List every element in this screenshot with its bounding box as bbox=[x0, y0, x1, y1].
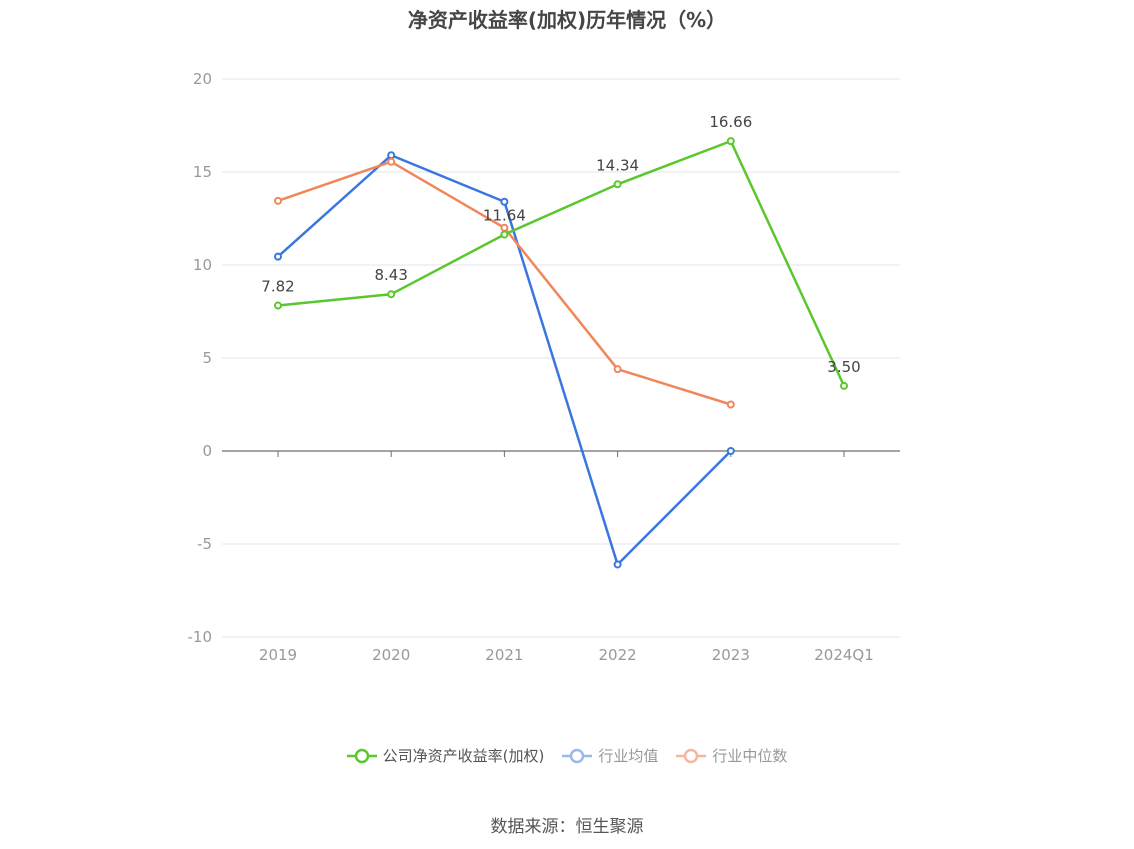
data-source: 数据来源：恒生聚源 bbox=[490, 817, 644, 837]
y-tick-label: 10 bbox=[193, 256, 212, 274]
data-label: 11.64 bbox=[483, 206, 526, 224]
data-point bbox=[726, 400, 735, 409]
data-point bbox=[500, 230, 509, 239]
data-label: 7.82 bbox=[261, 278, 294, 296]
x-tick-label: 2024Q1 bbox=[814, 646, 874, 664]
data-label: 16.66 bbox=[709, 113, 752, 131]
data-point bbox=[387, 151, 396, 160]
y-tick-label: -5 bbox=[197, 535, 212, 553]
legend-item-industry-mean[interactable]: 行业均值 bbox=[562, 745, 658, 766]
axes: 20 15 10 5 0 -5 -10 2019 2020 2021 2022 2023 2024Q1 bbox=[188, 70, 900, 664]
data-point bbox=[613, 560, 622, 569]
series-lines bbox=[274, 137, 848, 569]
legend-label-company: 公司净资产收益率(加权) bbox=[382, 747, 545, 765]
legend-label-industry-median: 行业中位数 bbox=[712, 747, 788, 765]
chart-title: 净资产收益率(加权)历年情况（%） bbox=[407, 8, 727, 32]
y-tick-label: 15 bbox=[193, 163, 212, 181]
data-label: 3.50 bbox=[827, 358, 860, 376]
data-point bbox=[500, 223, 509, 232]
legend: 公司净资产收益率(加权) 行业均值 行业中位数 bbox=[0, 745, 1134, 766]
legend-industry-mean-icon bbox=[562, 748, 593, 763]
data-point bbox=[387, 290, 396, 299]
legend-company-icon bbox=[346, 748, 377, 763]
x-tick-label: 2020 bbox=[372, 646, 410, 664]
legend-label-industry-mean: 行业均值 bbox=[598, 747, 659, 765]
data-point bbox=[387, 157, 396, 166]
y-tick-label: 0 bbox=[202, 442, 212, 460]
legend-item-industry-median[interactable]: 行业中位数 bbox=[676, 745, 787, 766]
legend-industry-median-icon bbox=[676, 748, 707, 763]
data-point bbox=[274, 301, 282, 310]
series-line bbox=[277, 139, 846, 387]
data-point bbox=[613, 365, 622, 374]
x-tick-label: 2023 bbox=[712, 646, 750, 664]
legend-item-company[interactable]: 公司净资产收益率(加权) bbox=[346, 745, 545, 766]
grid-lines bbox=[222, 78, 900, 638]
x-tick-label: 2019 bbox=[259, 646, 297, 664]
data-labels: 7.82 8.43 11.64 14.34 16.66 3.50 bbox=[261, 113, 860, 376]
y-tick-label: 20 bbox=[193, 70, 212, 88]
x-tick-label: 2021 bbox=[485, 646, 523, 664]
data-label: 8.43 bbox=[374, 266, 407, 284]
data-point bbox=[613, 180, 622, 189]
y-tick-label: -10 bbox=[188, 628, 213, 646]
data-point bbox=[726, 447, 735, 455]
data-point bbox=[274, 252, 282, 261]
x-tick-label: 2022 bbox=[599, 646, 637, 664]
data-point bbox=[500, 197, 509, 206]
data-point bbox=[840, 381, 848, 390]
data-point bbox=[726, 137, 735, 146]
y-tick-label: 5 bbox=[202, 349, 212, 367]
data-label: 14.34 bbox=[596, 156, 639, 174]
data-point bbox=[274, 196, 282, 205]
